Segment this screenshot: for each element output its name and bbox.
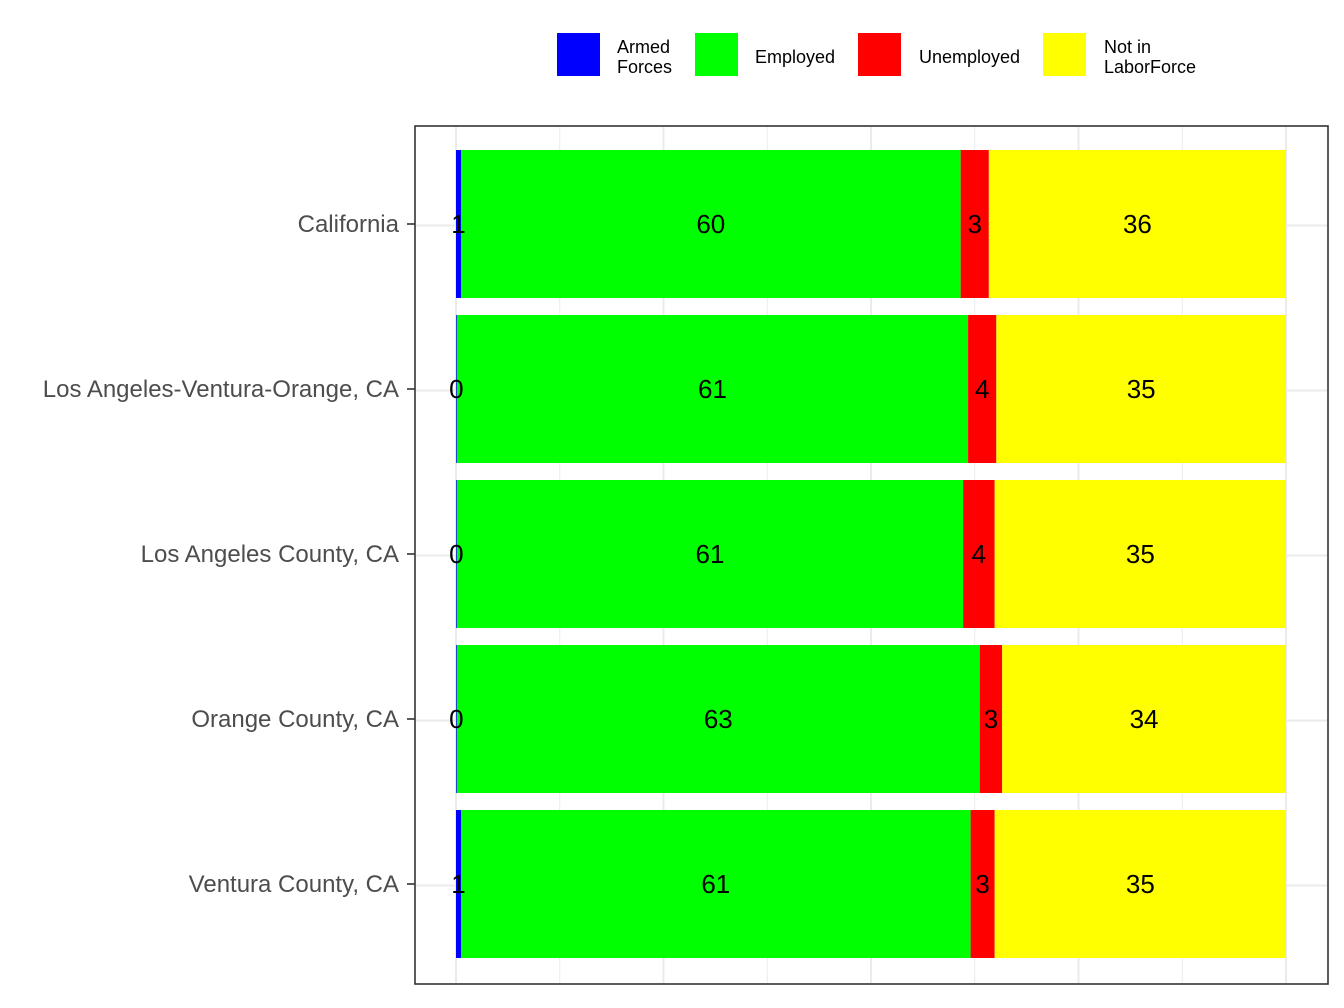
- bar-not-in-laborforce-los-angeles-county-ca: [994, 480, 1286, 628]
- legend-label-employed: Employed: [755, 47, 835, 67]
- data-label-unemployed-orange-county-ca: 3: [984, 704, 998, 734]
- data-label-employed-orange-county-ca: 63: [704, 704, 733, 734]
- y-tick-label-los-angeles-county-ca: Los Angeles County, CA: [141, 541, 399, 568]
- bar-unemployed-los-angeles-ventura-orange-ca: [968, 315, 997, 463]
- plot-panel-border: [414, 125, 1329, 985]
- bar-armed-forces-california: [456, 150, 461, 298]
- data-label-armed-forces-ventura-county-ca: 1: [451, 869, 465, 899]
- data-label-armed-forces-los-angeles-county-ca: 0: [449, 539, 463, 569]
- bar-employed-ventura-county-ca: [460, 810, 971, 958]
- data-label-not-in-laborforce-ventura-county-ca: 35: [1126, 869, 1155, 899]
- bar-armed-forces-ventura-county-ca: [456, 810, 461, 958]
- legend-label-not-in-laborforce: LaborForce: [1104, 57, 1196, 77]
- bar-not-in-laborforce-ventura-county-ca: [994, 810, 1286, 958]
- data-label-not-in-laborforce-los-angeles-county-ca: 35: [1126, 539, 1155, 569]
- bar-labels: 1 60 3 36 0 61 4 35 0 61 4 35 0 63 3 34 1 61 3 35: [449, 209, 1158, 899]
- data-label-unemployed-los-angeles-ventura-orange-ca: 4: [975, 374, 989, 404]
- bar-armed-forces-los-angeles-county-ca: [456, 480, 457, 628]
- bar-not-in-laborforce-los-angeles-ventura-orange-ca: [996, 315, 1286, 463]
- bar-unemployed-los-angeles-county-ca: [963, 480, 995, 628]
- legend-label-armed-forces: Forces: [617, 57, 672, 77]
- bar-not-in-laborforce-orange-county-ca: [1002, 645, 1286, 793]
- data-label-unemployed-los-angeles-county-ca: 4: [972, 539, 986, 569]
- bar-armed-forces-orange-county-ca: [456, 645, 457, 793]
- bar-unemployed-california: [960, 150, 989, 298]
- y-tick-label-orange-county-ca: Orange County, CA: [191, 706, 399, 733]
- bar-armed-forces-los-angeles-ventura-orange-ca: [456, 315, 457, 463]
- legend-label-not-in-laborforce: Not in: [1104, 37, 1151, 57]
- bar-employed-los-angeles-ventura-orange-ca: [456, 315, 969, 463]
- bar-not-in-laborforce-california: [988, 150, 1286, 298]
- legend-key-armed-forces: [557, 33, 600, 76]
- legend-label-unemployed: Unemployed: [919, 47, 1020, 67]
- data-label-employed-los-angeles-ventura-orange-ca: 61: [698, 374, 727, 404]
- y-tick-label-los-angeles-ventura-orange-ca: Los Angeles-Ventura-Orange, CA: [43, 376, 399, 403]
- data-label-armed-forces-los-angeles-ventura-orange-ca: 0: [449, 374, 463, 404]
- bars: [456, 150, 1286, 958]
- bar-employed-california: [460, 150, 961, 298]
- legend-key-employed: [695, 33, 738, 76]
- data-label-not-in-laborforce-orange-county-ca: 34: [1130, 704, 1159, 734]
- bar-unemployed-orange-county-ca: [979, 645, 1003, 793]
- data-label-armed-forces-orange-county-ca: 0: [449, 704, 463, 734]
- legend-key-unemployed: [858, 33, 901, 76]
- data-label-employed-california: 60: [696, 209, 725, 239]
- data-label-employed-ventura-county-ca: 61: [701, 869, 730, 899]
- y-axis: California Los Angeles-Ventura-Orange, CA…: [43, 211, 415, 898]
- data-label-unemployed-california: 3: [968, 209, 982, 239]
- bar-unemployed-ventura-county-ca: [970, 810, 995, 958]
- bar-employed-los-angeles-county-ca: [456, 480, 964, 628]
- data-label-armed-forces-california: 1: [451, 209, 465, 239]
- legend-label-armed-forces: Armed: [617, 37, 670, 57]
- bar-employed-orange-county-ca: [456, 645, 980, 793]
- data-label-employed-los-angeles-county-ca: 61: [696, 539, 725, 569]
- legend-key-not-in-laborforce: [1043, 33, 1086, 76]
- data-label-not-in-laborforce-california: 36: [1123, 209, 1152, 239]
- y-tick-label-california: California: [298, 211, 400, 238]
- data-label-not-in-laborforce-los-angeles-ventura-orange-ca: 35: [1127, 374, 1156, 404]
- y-tick-label-ventura-county-ca: Ventura County, CA: [189, 871, 399, 898]
- data-label-unemployed-ventura-county-ca: 3: [975, 869, 989, 899]
